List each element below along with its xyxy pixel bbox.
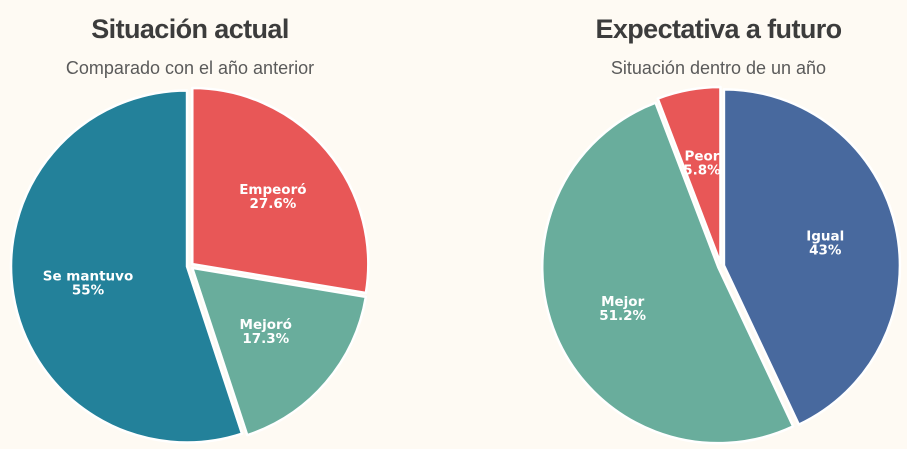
slice-label-mejoro: Mejoró bbox=[240, 317, 292, 333]
pie-slice-empeoro bbox=[191, 86, 370, 295]
slice-label-empeoro: Empeoró bbox=[239, 182, 306, 198]
slice-label-se-mantuvo: Se mantuvo bbox=[43, 268, 134, 284]
slice-value-mejoro: 17.3% bbox=[242, 331, 289, 347]
chart-subtitle: Situación dentro de un año bbox=[610, 58, 827, 78]
pie-slice-mejoro bbox=[191, 266, 368, 437]
pie-slice-se-mantuvo bbox=[9, 89, 244, 444]
slice-value-empeoro: 27.6% bbox=[249, 196, 296, 212]
slice-label-igual: Igual bbox=[806, 229, 844, 245]
slice-label-mejor: Mejor bbox=[601, 294, 644, 310]
chart-situacion-actual: Situación actual Comparado con el año an… bbox=[0, 0, 380, 449]
chart-title: Situación actual bbox=[91, 14, 289, 44]
pie-slice-peor bbox=[656, 85, 722, 265]
chart-expectativa-futuro: Expectativa a futuro Situación dentro de… bbox=[530, 0, 907, 449]
slice-value-igual: 43% bbox=[809, 243, 842, 259]
pie-slice-mejor bbox=[541, 101, 795, 445]
chart-subtitle: Comparado con el año anterior bbox=[65, 58, 315, 78]
chart-title: Expectativa a futuro bbox=[595, 14, 842, 44]
slice-value-peor: 5.8% bbox=[683, 163, 721, 179]
slice-value-se-mantuvo: 55% bbox=[72, 282, 105, 298]
pie-slice-igual bbox=[722, 88, 902, 426]
slice-label-peor: Peor bbox=[684, 149, 719, 165]
slice-value-mejor: 51.2% bbox=[599, 308, 646, 324]
